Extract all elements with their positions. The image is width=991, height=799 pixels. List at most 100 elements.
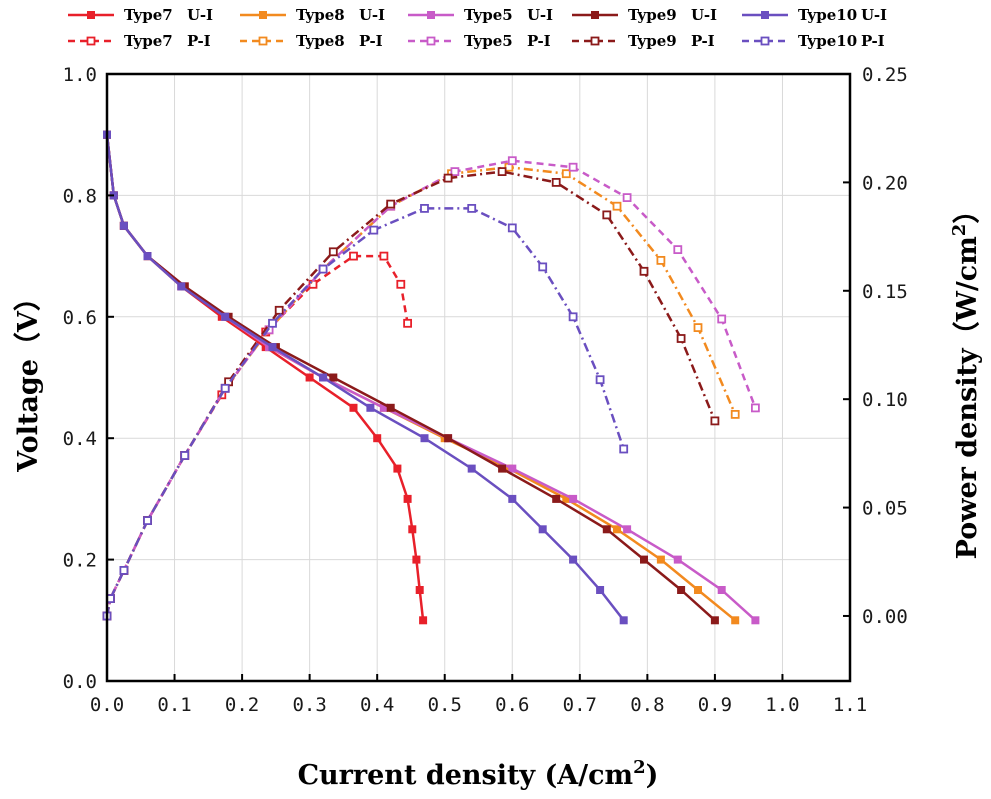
x-tick-label: 1.0: [765, 694, 799, 716]
series-line: [105, 134, 425, 621]
data-point: [415, 586, 424, 594]
data-point: [602, 525, 611, 534]
legend-marker: [591, 11, 599, 19]
data-point: [497, 167, 507, 177]
data-point: [403, 318, 413, 328]
data-point: [538, 262, 548, 272]
series-layer: [102, 130, 760, 625]
legend-item: Type8 U-I: [240, 6, 385, 24]
legend-item: Type5 U-I: [408, 6, 553, 24]
data-point: [369, 225, 379, 235]
data-point: [676, 334, 686, 343]
series-type5-u-i: [103, 130, 760, 625]
data-point: [596, 586, 605, 594]
data-point: [622, 193, 632, 203]
data-point: [498, 464, 507, 473]
legend-label: Type9: [628, 32, 677, 50]
data-point: [319, 373, 328, 382]
y-right-tick-label: 0.25: [862, 64, 908, 86]
data-point: [408, 525, 417, 534]
series-type7-u-i: [103, 130, 428, 625]
x-tick-label: 0.7: [563, 694, 597, 716]
series-line: [105, 165, 737, 617]
data-point: [656, 555, 665, 564]
data-point: [677, 586, 686, 594]
data-point: [507, 223, 517, 233]
series-type10-p-i: [102, 203, 629, 621]
data-point: [508, 464, 517, 473]
legend-label: Type7: [124, 6, 173, 24]
y-left-tick-label: 0.0: [63, 671, 97, 693]
data-point: [693, 323, 703, 333]
legend-item: Type5 P-I: [408, 32, 551, 50]
legend-label: Type5: [464, 6, 513, 24]
data-point: [602, 210, 612, 220]
legend-marker: [760, 36, 770, 46]
data-point: [268, 343, 277, 352]
data-point: [420, 203, 429, 213]
data-point: [349, 403, 358, 412]
legend-marker: [761, 11, 769, 19]
data-point: [730, 409, 740, 419]
data-point: [403, 494, 412, 503]
data-point: [551, 177, 561, 187]
data-point: [393, 464, 402, 473]
x-tick-label: 0.3: [292, 694, 326, 716]
legend-label-kind: U-I: [359, 6, 385, 24]
x-tick-label: 0.9: [698, 694, 732, 716]
data-point: [274, 305, 284, 315]
legend-label-kind: P-I: [359, 32, 383, 50]
legend-label-kind: U-I: [527, 6, 553, 24]
data-point: [180, 451, 190, 460]
legend-label: Type10: [798, 32, 857, 50]
y-right-tick-label: 0.10: [862, 389, 908, 411]
legend-label: Type9: [628, 6, 677, 24]
data-point: [143, 516, 152, 525]
data-point: [612, 201, 622, 211]
legend-label: Type10: [798, 6, 857, 24]
data-point: [318, 264, 328, 274]
data-point: [220, 383, 230, 393]
data-point: [751, 403, 760, 413]
series-line: [105, 134, 625, 622]
data-point: [751, 616, 760, 625]
grid: [107, 74, 850, 681]
legend-label-kind: P-I: [527, 32, 551, 50]
data-point: [349, 251, 358, 261]
legend-label: Type8: [296, 32, 345, 50]
data-point: [568, 162, 578, 172]
data-point: [673, 555, 682, 564]
data-point: [569, 555, 578, 564]
ticks: 0.0 0.1 0.2 0.3 0.4 0.5 0.6 0.7 0.8 0.9 1.0 1.10.00…: [63, 64, 908, 716]
data-point: [731, 616, 740, 625]
data-point: [673, 245, 683, 255]
series-line: [105, 170, 717, 617]
x-tick-label: 1.1: [833, 694, 867, 716]
series-line: [105, 207, 625, 617]
y-axis-right-title: Power density（W/cm2）: [949, 197, 983, 560]
plot-frame: [105, 72, 852, 683]
y-left-tick-label: 1.0: [63, 64, 97, 86]
data-point: [396, 279, 406, 289]
data-point: [328, 247, 338, 257]
legend-item: Type7 U-I: [68, 6, 213, 24]
data-point: [569, 494, 578, 503]
data-point: [694, 586, 702, 594]
data-point: [508, 494, 517, 503]
y-right-tick-label: 0.15: [862, 281, 908, 303]
legend-label-kind: P-I: [187, 32, 211, 50]
x-tick-label: 0.4: [360, 694, 394, 716]
data-point: [221, 312, 230, 321]
data-point: [412, 555, 421, 564]
data-point: [119, 566, 129, 575]
legend-marker: [86, 36, 96, 46]
legend-item: Type8 P-I: [240, 32, 383, 50]
data-point: [507, 156, 517, 166]
x-tick-label: 0.2: [225, 694, 259, 716]
data-point: [329, 373, 338, 382]
y-right-tick-label: 0.05: [862, 498, 908, 520]
data-point: [595, 375, 605, 385]
data-point: [568, 312, 578, 322]
data-point: [444, 434, 453, 443]
